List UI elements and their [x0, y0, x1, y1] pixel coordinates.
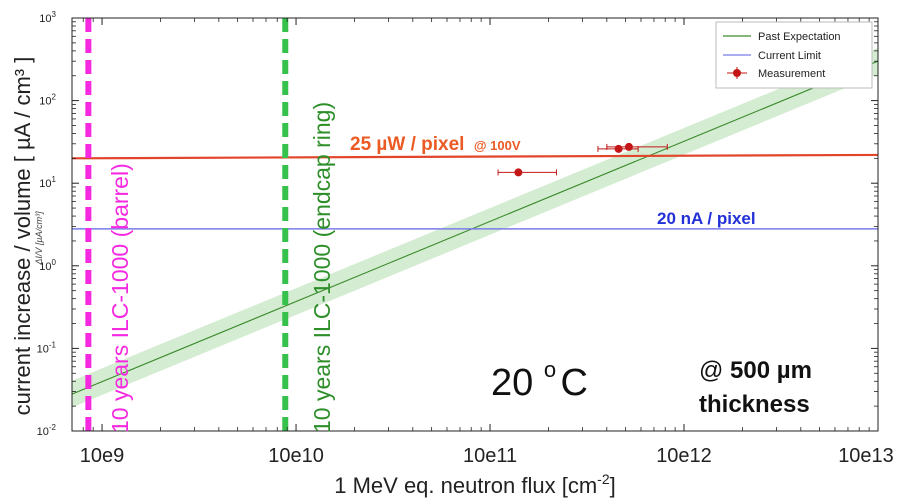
power-limit-line [72, 153, 878, 160]
y-tick-exp: 2 [52, 93, 57, 102]
thickness-line2: thickness [699, 391, 810, 418]
legend-label-measurement: Measurement [758, 68, 825, 80]
legend-label-expectation: Past Expectation [758, 31, 841, 43]
y-tick-base: 10 [39, 261, 51, 273]
y-tick-exp: -1 [49, 340, 57, 349]
legend-swatch-measurement-dot [733, 69, 741, 77]
temperature-number: 20 [491, 362, 544, 404]
temperature-unit: C [561, 362, 588, 404]
past-expectation-line [72, 60, 878, 395]
x-tick-label: 10e10 [268, 445, 324, 467]
legend-label-current-limit: Current Limit [758, 50, 821, 62]
y-tick-label: 101 [39, 175, 56, 190]
y-tick-exp: 0 [52, 258, 57, 267]
plot-frame [71, 17, 879, 432]
x-axis-title-end: ] [610, 473, 616, 498]
axis-ticks [71, 17, 879, 432]
measurement-point-1 [514, 168, 523, 177]
y-axis-small-label: ΔI/V [µA/cm³] [34, 211, 44, 266]
y-tick-exp: 3 [52, 10, 57, 19]
x-axis-title-sup: -2 [597, 471, 610, 487]
x-tick-labels: 10e9 10e10 10e11 10e12 10e13 [80, 445, 894, 467]
x-tick-label: 10e13 [838, 445, 894, 467]
thickness-prefix: @ [699, 357, 730, 384]
x-tick-label: 10e9 [80, 445, 125, 467]
x-tick-label: 10e11 [463, 445, 517, 467]
plot-area [72, 18, 878, 431]
y-tick-base: 10 [39, 13, 51, 25]
y-tick-base: 10 [37, 426, 49, 438]
y-tick-label: 102 [39, 93, 56, 108]
x-axis-title: 1 MeV eq. neutron flux [cm-2] [334, 471, 615, 498]
power-annotation: 25 µW / pixel @ 100V [350, 134, 521, 155]
thickness-value: 500 µm [730, 357, 812, 384]
barrel-label: 10 years ILC-1000 (barrel) [107, 163, 133, 433]
measurement-points [497, 142, 668, 177]
y-tick-base: 10 [39, 178, 51, 190]
power-annotation-small: @ 100V [474, 138, 521, 153]
temperature-annotation: 20 o C [491, 357, 588, 404]
measurement-point-2 [614, 144, 623, 153]
y-tick-label: 10-2 [37, 423, 57, 438]
y-tick-label: 103 [39, 10, 56, 25]
y-tick-exp: 1 [52, 175, 57, 184]
legend: Past Expectation Current Limit Measureme… [715, 21, 873, 89]
measurement-point-3 [624, 142, 633, 151]
y-tick-exp: -2 [49, 423, 57, 432]
y-tick-base: 10 [37, 343, 49, 355]
current-annotation: 20 nA / pixel [657, 209, 756, 228]
y-tick-label: 100 [39, 258, 56, 273]
endcap-label: 10 years ILC-1000 (endcap ring) [309, 102, 335, 433]
y-tick-label: 10-1 [37, 340, 57, 355]
x-tick-label: 10e12 [656, 445, 712, 467]
y-tick-base: 10 [39, 96, 51, 108]
x-axis-title-main: 1 MeV eq. neutron flux [cm [334, 473, 597, 498]
temperature-degree: o [544, 357, 556, 382]
power-annotation-main: 25 µW / pixel [350, 134, 464, 155]
thickness-annotation: @ 500 µm [699, 357, 812, 384]
y-axis-title: current increase / volume [ µA / cm³ ] [10, 57, 35, 416]
